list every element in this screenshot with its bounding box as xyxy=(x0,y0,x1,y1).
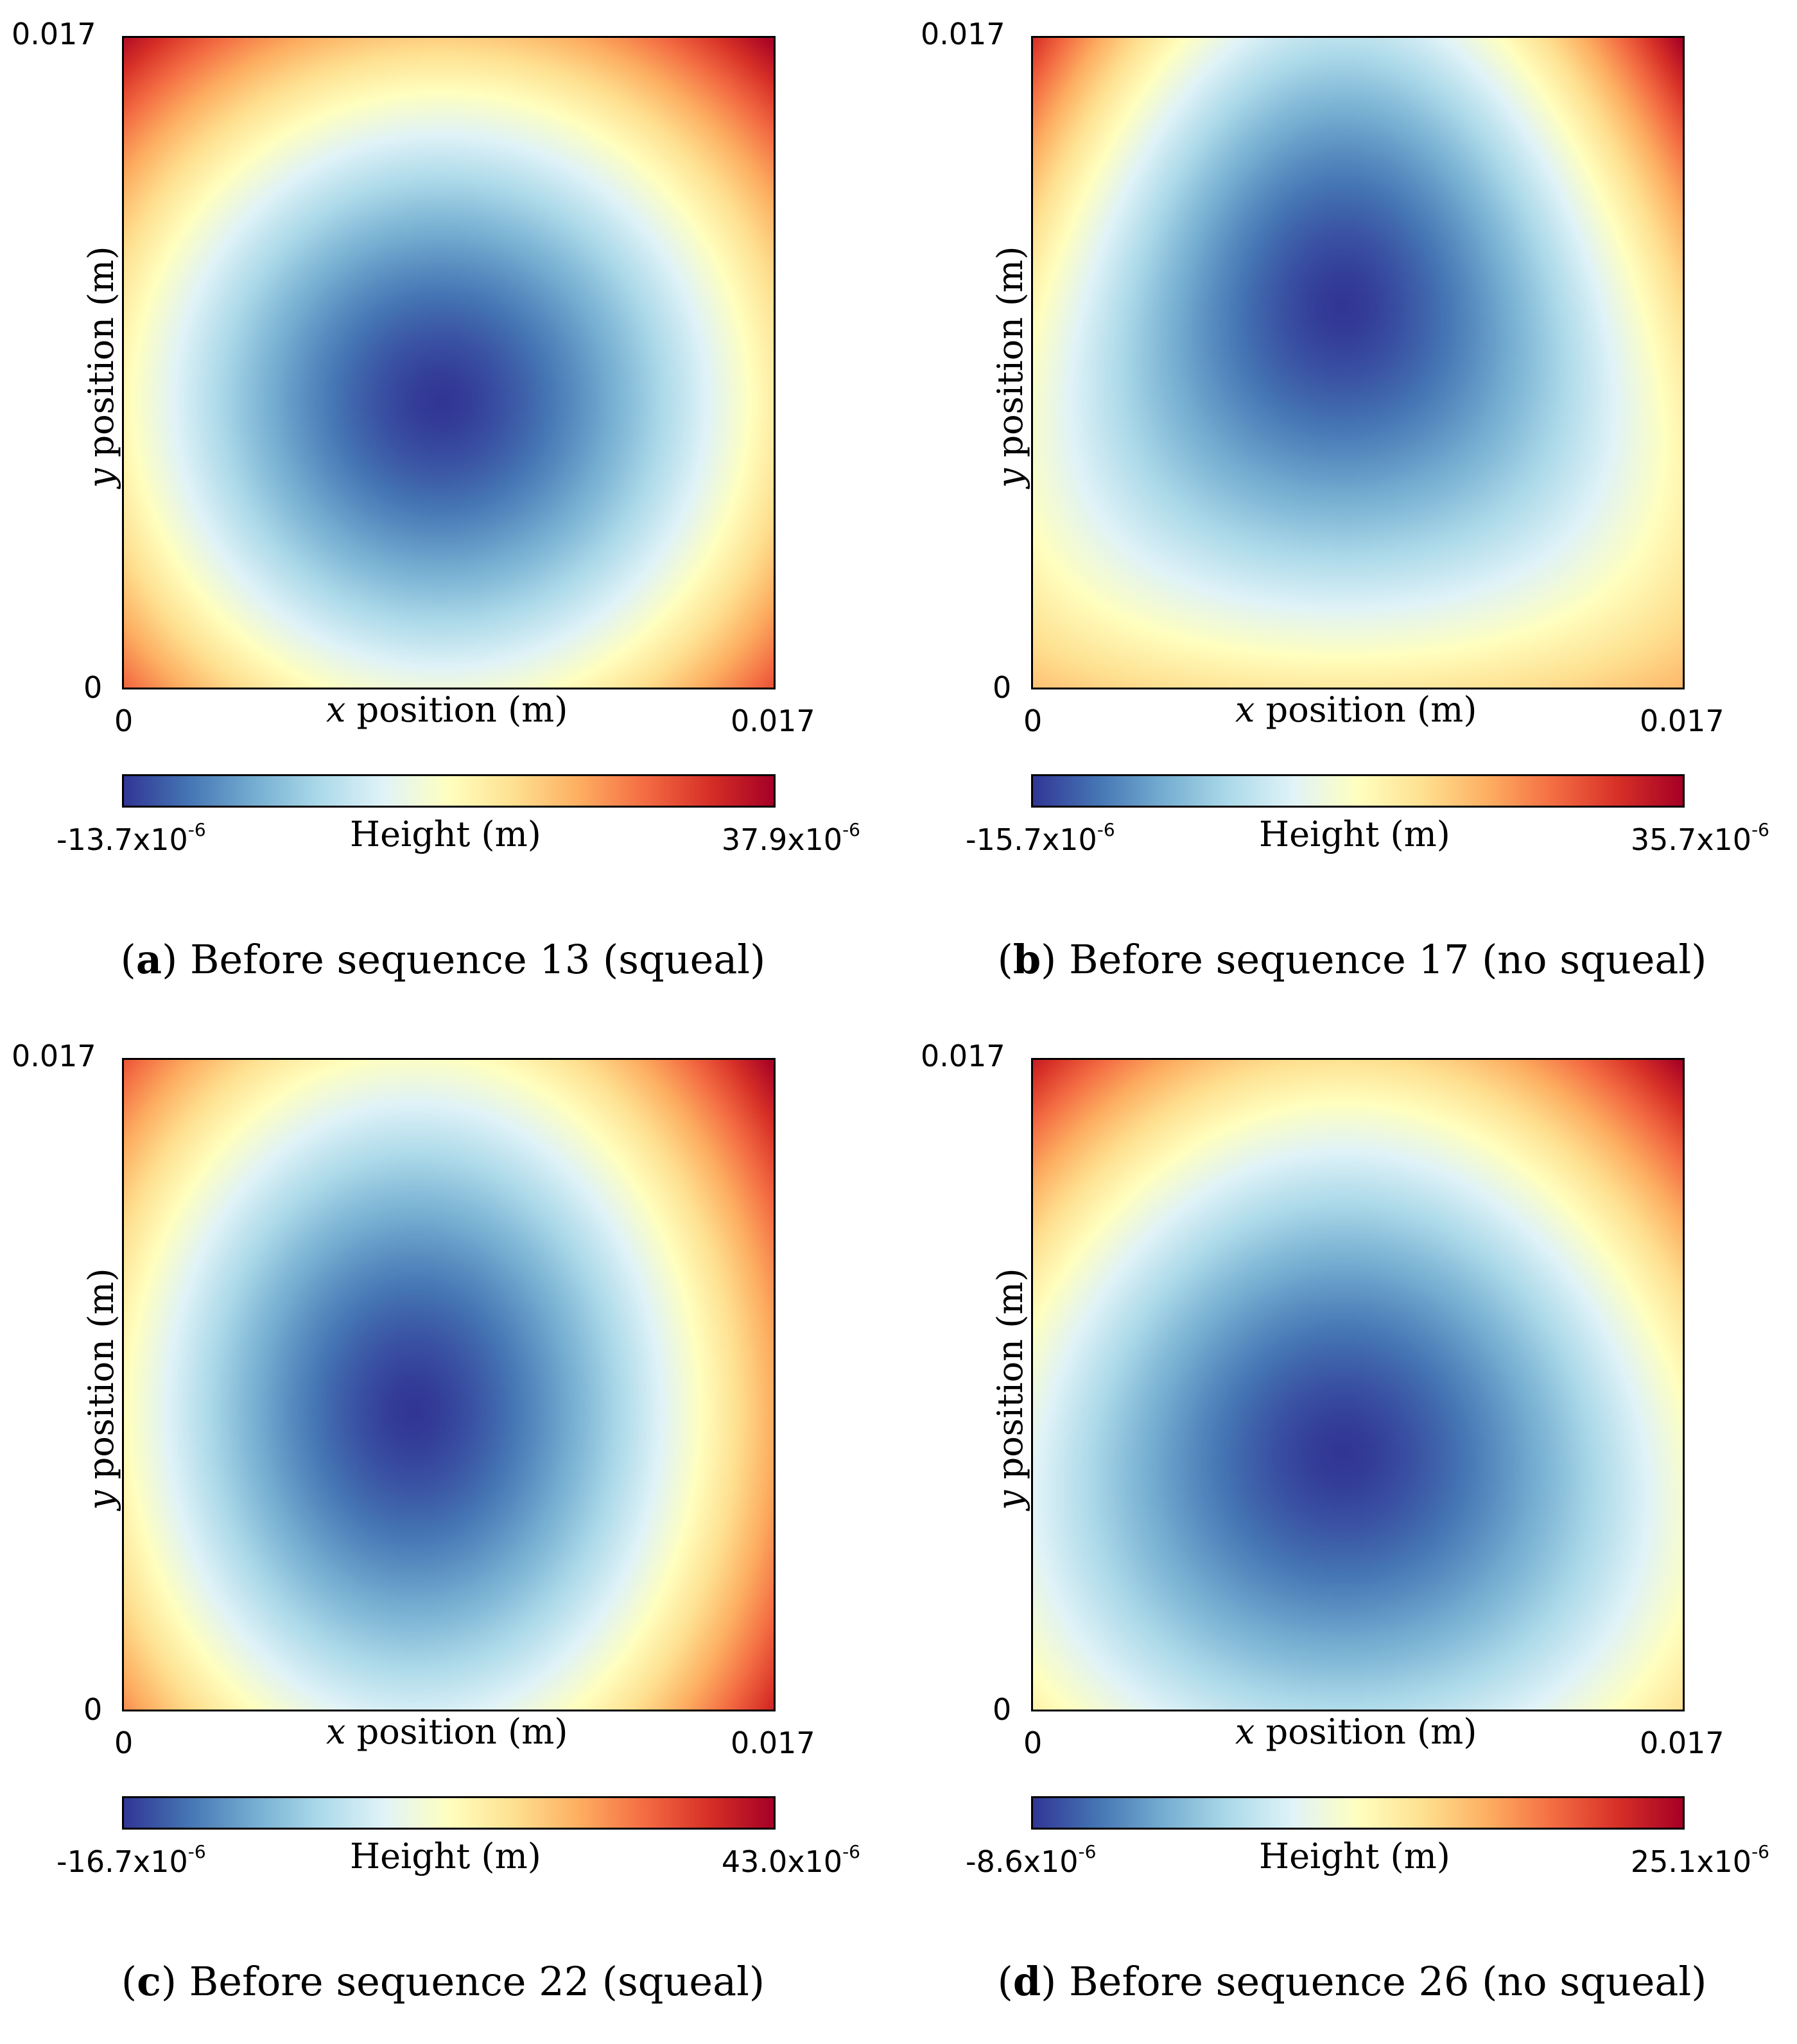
colorbar-min-label: -15.7x10-6 xyxy=(966,819,1115,857)
colorbar-max-label: 35.7x10-6 xyxy=(1630,819,1769,857)
x-tick-left: 0 xyxy=(1023,1726,1043,1760)
heatmap-canvas xyxy=(1033,1060,1683,1710)
x-tick-left: 0 xyxy=(114,1726,134,1760)
colorbar xyxy=(1031,774,1685,808)
heatmap-plot xyxy=(122,1058,776,1711)
y-tick-bottom: 0 xyxy=(83,1692,103,1727)
y-axis-label: y position (m) xyxy=(990,246,1030,488)
heatmap-canvas xyxy=(1033,38,1683,688)
x-tick-right: 0.017 xyxy=(731,1726,815,1760)
colorbar-title: Height (m) xyxy=(1259,1836,1450,1876)
x-axis-label: x position (m) xyxy=(326,1711,568,1752)
colorbar xyxy=(122,774,776,808)
y-tick-top: 0.017 xyxy=(12,1039,96,1073)
x-tick-right: 0.017 xyxy=(1640,704,1724,738)
y-axis-label: y position (m) xyxy=(81,246,121,488)
colorbar-title: Height (m) xyxy=(1259,814,1450,854)
x-tick-left: 0 xyxy=(1023,704,1043,738)
x-axis-label: x position (m) xyxy=(1235,689,1477,730)
colorbar-max-label: 25.1x10-6 xyxy=(1630,1841,1769,1879)
x-tick-right: 0.017 xyxy=(731,704,815,738)
heatmap-plot xyxy=(122,36,776,689)
panel-caption: (b) Before sequence 17 (no squeal) xyxy=(997,936,1707,983)
heatmap-plot xyxy=(1031,36,1685,689)
colorbar xyxy=(122,1796,776,1830)
heatmap-plot xyxy=(1031,1058,1685,1711)
x-tick-right: 0.017 xyxy=(1640,1726,1724,1760)
x-axis-label: x position (m) xyxy=(326,689,568,730)
panel-a: 0.017 0 0 0.017 x position (m) y positio… xyxy=(0,0,899,1022)
panel-b: 0.017 0 0 0.017 x position (m) y positio… xyxy=(909,0,1797,1022)
heatmap-canvas xyxy=(124,1060,774,1710)
colorbar-min-label: -16.7x10-6 xyxy=(56,1841,206,1879)
panel-caption: (c) Before sequence 22 (squeal) xyxy=(121,1958,765,2005)
x-axis-label: x position (m) xyxy=(1235,1711,1477,1752)
panel-d: 0.017 0 0 0.017 x position (m) y positio… xyxy=(909,1022,1797,2044)
x-tick-left: 0 xyxy=(114,704,134,738)
y-tick-top: 0.017 xyxy=(12,17,96,51)
y-tick-bottom: 0 xyxy=(993,1692,1012,1727)
panel-c: 0.017 0 0 0.017 x position (m) y positio… xyxy=(0,1022,899,2044)
colorbar-min-label: -13.7x10-6 xyxy=(56,819,206,857)
panel-caption: (d) Before sequence 26 (no squeal) xyxy=(997,1958,1707,2005)
heatmap-canvas xyxy=(124,38,774,688)
y-tick-top: 0.017 xyxy=(921,17,1005,51)
colorbar-title: Height (m) xyxy=(350,1836,541,1876)
colorbar-min-label: -8.6x10-6 xyxy=(966,1841,1097,1879)
colorbar-max-label: 37.9x10-6 xyxy=(721,819,860,857)
y-axis-label: y position (m) xyxy=(81,1268,121,1510)
colorbar-title: Height (m) xyxy=(350,814,541,854)
colorbar xyxy=(1031,1796,1685,1830)
y-axis-label: y position (m) xyxy=(990,1268,1030,1510)
y-tick-bottom: 0 xyxy=(83,670,103,705)
panel-caption: (a) Before sequence 13 (squeal) xyxy=(120,936,766,983)
y-tick-top: 0.017 xyxy=(921,1039,1005,1073)
colorbar-max-label: 43.0x10-6 xyxy=(721,1841,860,1879)
y-tick-bottom: 0 xyxy=(993,670,1012,705)
